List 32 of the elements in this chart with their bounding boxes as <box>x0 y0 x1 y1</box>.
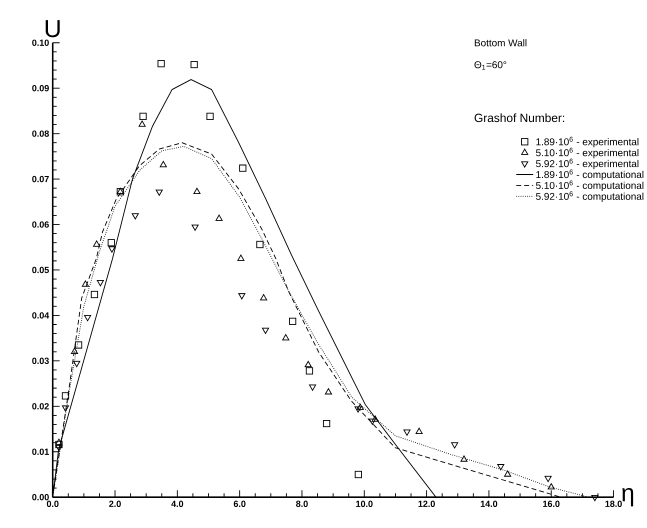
y-tick-label: 0.09 <box>32 85 49 92</box>
legend-label: 5.92·10$^{6}$ - computational <box>536 191 644 202</box>
legend-label: 1.89·10$^{6}$ - computational <box>536 170 644 180</box>
y-tick-label: 0.02 <box>32 403 49 410</box>
y-axis-title: U <box>46 20 60 38</box>
y-tick-label: 0.00 <box>32 494 49 500</box>
x-tick-label: 2.0 <box>109 500 121 508</box>
x-tick-label: 16.0 <box>543 500 560 508</box>
x-tick-label: 18.0 <box>605 500 622 508</box>
legend-label: 5.92·10$^{6}$ - experimental <box>536 158 638 170</box>
y-tick-label: 0.07 <box>32 176 49 182</box>
y-tick-label: 0.03 <box>32 358 49 364</box>
x-axis-title: η <box>622 488 634 506</box>
x-tick-label: 6.0 <box>234 500 246 508</box>
legend-label: 5.10·10$^{6}$ - computational <box>536 180 644 191</box>
legend-title: Grashof Number: <box>474 113 564 122</box>
legend-label: 1.89·10$^{6}$ - experimental <box>536 136 638 148</box>
y-tick-label: 0.10 <box>32 40 49 46</box>
y-tick-label: 0.08 <box>32 130 49 137</box>
y-tick-label: 0.01 <box>32 448 49 455</box>
annotation: Θ$_{1}$=60° <box>474 61 506 70</box>
legend-label: 5.10·10$^{6}$ - experimental <box>536 148 638 158</box>
y-tick-label: 0.06 <box>32 221 49 228</box>
x-tick-label: 14.0 <box>480 500 498 508</box>
x-tick-label: 0.0 <box>46 500 59 508</box>
annotation: Bottom Wall <box>474 39 526 46</box>
x-tick-label: 4.0 <box>171 500 184 508</box>
y-tick-label: 0.04 <box>32 312 50 319</box>
x-tick-label: 10.0 <box>356 500 373 508</box>
x-tick-label: 8.0 <box>296 500 308 508</box>
x-tick-label: 12.0 <box>418 500 435 508</box>
y-tick-label: 0.05 <box>32 266 49 274</box>
